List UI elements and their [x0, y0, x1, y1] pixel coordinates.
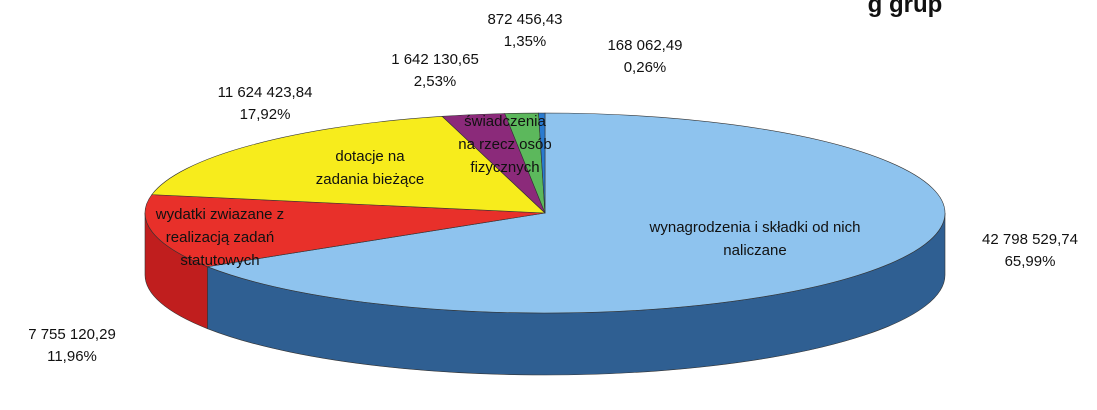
value-label: 11 624 423,84: [218, 84, 313, 101]
percentage-label: 11,96%: [47, 348, 97, 365]
percentage-label: 0,26%: [624, 59, 667, 76]
value-label: 872 456,43: [487, 11, 562, 28]
slice-label: wydatki zwiazane z realizacją zadań statut…: [155, 206, 284, 269]
pie-slice: [144, 194, 546, 267]
value-label: 168 062,49: [607, 37, 682, 54]
pie-slice: [206, 112, 946, 314]
percentage-label: 2,53%: [414, 73, 457, 90]
percentage-label: 17,92%: [240, 106, 291, 123]
chart-title: g grup: [868, 0, 943, 18]
pie-slice: [538, 112, 546, 214]
slice-label: świadczenia na rzecz osób fizycznych: [458, 113, 551, 176]
value-label: 42 798 529,74: [982, 231, 1078, 248]
slice-label: dotacje na zadania bieżące: [316, 148, 424, 188]
percentage-label: 65,99%: [1005, 253, 1056, 270]
value-label: 7 755 120,29: [28, 326, 116, 343]
slice-label: wynagrodzenia i składki od nich naliczane: [649, 219, 861, 259]
value-label: 1 642 130,65: [391, 51, 479, 68]
pie-slice: [151, 116, 546, 214]
percentage-label: 1,35%: [504, 33, 547, 50]
